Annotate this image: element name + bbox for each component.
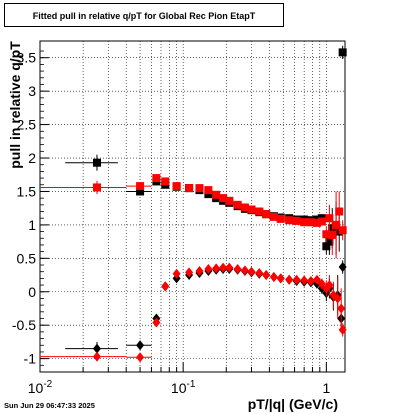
data-point-diamond [204,264,213,275]
data-point-square [325,237,334,246]
data-point-diamond [233,264,242,275]
data-point-diamond [240,265,249,276]
data-point-square [240,203,249,212]
y-tick-label: 0.5 [17,250,37,266]
data-point-square [152,174,161,183]
data-point-square [312,218,321,227]
y-tick-label: 0 [28,284,36,300]
data-point-square [306,218,315,227]
data-point-square [212,190,221,199]
data-point-square [247,205,256,214]
data-point-diamond [212,263,221,274]
y-tick-label: 1.5 [17,183,37,199]
tick-labels: -1 -0.5 0 0.5 1 1.5 2 2.5 3 3.5 10-2 10-1 1 [12,50,331,396]
plot-frame [39,40,346,373]
data-point-square [269,212,278,221]
data-point-diamond [185,267,194,278]
data-point-square [338,48,347,57]
data-point-square [338,226,347,235]
y-tick-label: 3 [28,83,36,99]
data-point-diamond [312,274,321,285]
data-point-square [225,196,234,205]
data-point-square [136,187,145,196]
data-point-diamond [172,268,181,279]
x-tick-label: 1 [322,380,330,396]
data-point-diamond [338,324,347,335]
data-point-square [322,242,331,251]
data-point-square [233,200,242,209]
y-tick-label: -1 [24,351,37,367]
data-point-diamond [292,274,301,285]
data-point-diamond [276,273,285,284]
data-point-square [335,207,344,216]
data-point-square [92,158,101,167]
y-tick-label: 2.5 [17,117,37,133]
x-tick-label: 10-1 [171,379,196,396]
chart-title: Fitted pull in relative q/pT for Global … [4,3,284,27]
data-point-diamond [225,262,234,273]
y-tick-label: -0.5 [12,317,36,333]
data-point-square [161,177,170,186]
data-point-diamond [285,274,294,285]
series-layer [40,45,347,363]
data-point-square [204,190,213,199]
data-point-diamond [255,268,264,279]
data-point-diamond [161,281,170,292]
y-tick-label: 2 [28,150,36,166]
data-point-diamond [262,270,271,281]
data-point-diamond [333,293,342,304]
data-point-diamond [337,303,346,314]
data-point-diamond [92,343,101,354]
data-point-square [219,194,228,203]
data-point-diamond [317,278,326,289]
data-point-diamond [269,272,278,283]
data-point-diamond [338,262,347,273]
data-point-square [255,207,264,216]
data-point-square [300,218,309,227]
data-point-square [285,216,294,225]
data-point-square [292,216,301,225]
x-axis-label: pT/|q| (GeV/c) [248,396,338,412]
data-point-square [276,214,285,223]
data-point-square [136,182,145,191]
data-point-square [322,230,331,239]
data-point-square [317,217,326,226]
data-point-square [185,184,194,193]
timestamp: Sun Jun 29 06:47:33 2025 [4,401,95,410]
data-point-square [172,182,181,191]
data-point-diamond [195,266,204,277]
y-tick-label: 1 [28,217,36,233]
y-axis-label: pull in relative q/pT [7,41,23,169]
data-point-square [204,186,213,195]
data-point-square [332,220,341,229]
series-1 [40,174,347,363]
data-point-square [92,183,101,192]
x-tick-label: 10-2 [28,379,53,396]
data-point-diamond [300,275,309,286]
data-point-diamond [136,352,145,363]
data-point-diamond [152,317,161,328]
data-point-diamond [247,266,256,277]
data-point-square [325,214,334,223]
data-point-diamond [219,262,228,273]
axis-ticks [39,50,327,372]
data-point-diamond [136,340,145,351]
data-point-square [262,210,271,219]
data-point-square [328,230,337,239]
data-point-diamond [92,351,101,362]
data-point-diamond [325,280,334,291]
data-point-square [195,184,204,193]
grid [40,41,345,372]
data-point-diamond [306,276,315,287]
y-tick-label: 3.5 [17,50,37,66]
